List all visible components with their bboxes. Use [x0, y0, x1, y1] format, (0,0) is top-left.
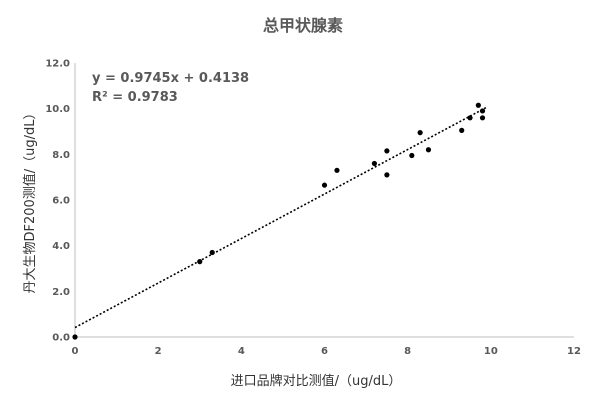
y-tick-label: 4.0 — [52, 241, 70, 252]
x-tick-label: 10 — [484, 346, 498, 357]
data-point — [417, 130, 423, 136]
data-point — [479, 108, 486, 114]
y-tick-label: 10.0 — [45, 104, 70, 115]
x-tick-label: 0 — [72, 346, 79, 357]
x-tick-label: 6 — [321, 346, 328, 357]
x-tick-label: 8 — [404, 346, 411, 357]
chart-title: 总甲状腺素 — [263, 16, 343, 35]
y-tick-label: 2.0 — [52, 287, 70, 298]
y-tick-label: 6.0 — [52, 196, 70, 207]
data-point — [475, 102, 481, 108]
r-squared-label: R² = 0.9783 — [92, 90, 178, 105]
y-axis-label: 丹大生物DF200测值/（ug/dL） — [22, 106, 38, 293]
data-point — [479, 115, 486, 121]
trendline — [74, 106, 488, 329]
y-tick-label: 12.0 — [45, 59, 70, 70]
data-point — [409, 152, 415, 159]
data-point — [209, 249, 215, 256]
x-axis-label: 进口品牌对比测值/（ug/dL） — [231, 373, 402, 389]
data-point — [384, 148, 390, 154]
y-tick-label: 0.0 — [52, 333, 70, 344]
data-point — [321, 182, 328, 188]
data-point — [334, 167, 340, 173]
data-point — [72, 334, 78, 340]
x-tick-label: 4 — [238, 346, 245, 357]
x-tick-label: 12 — [567, 346, 581, 357]
x-axis-ticks: 0 2 4 6 8 10 12 — [72, 346, 581, 357]
data-points — [72, 102, 486, 340]
data-point — [371, 160, 377, 167]
data-point — [459, 127, 465, 133]
data-point — [467, 115, 473, 121]
x-tick-label: 2 — [155, 346, 162, 357]
trendline-equation: y = 0.9745x + 0.4138 — [92, 71, 249, 86]
y-tick-label: 8.0 — [52, 150, 70, 161]
data-point — [197, 259, 203, 265]
y-axis-ticks: 0.0 2.0 4.0 6.0 8.0 10.0 12.0 — [45, 59, 70, 344]
data-point — [384, 172, 390, 178]
data-point — [425, 147, 432, 153]
